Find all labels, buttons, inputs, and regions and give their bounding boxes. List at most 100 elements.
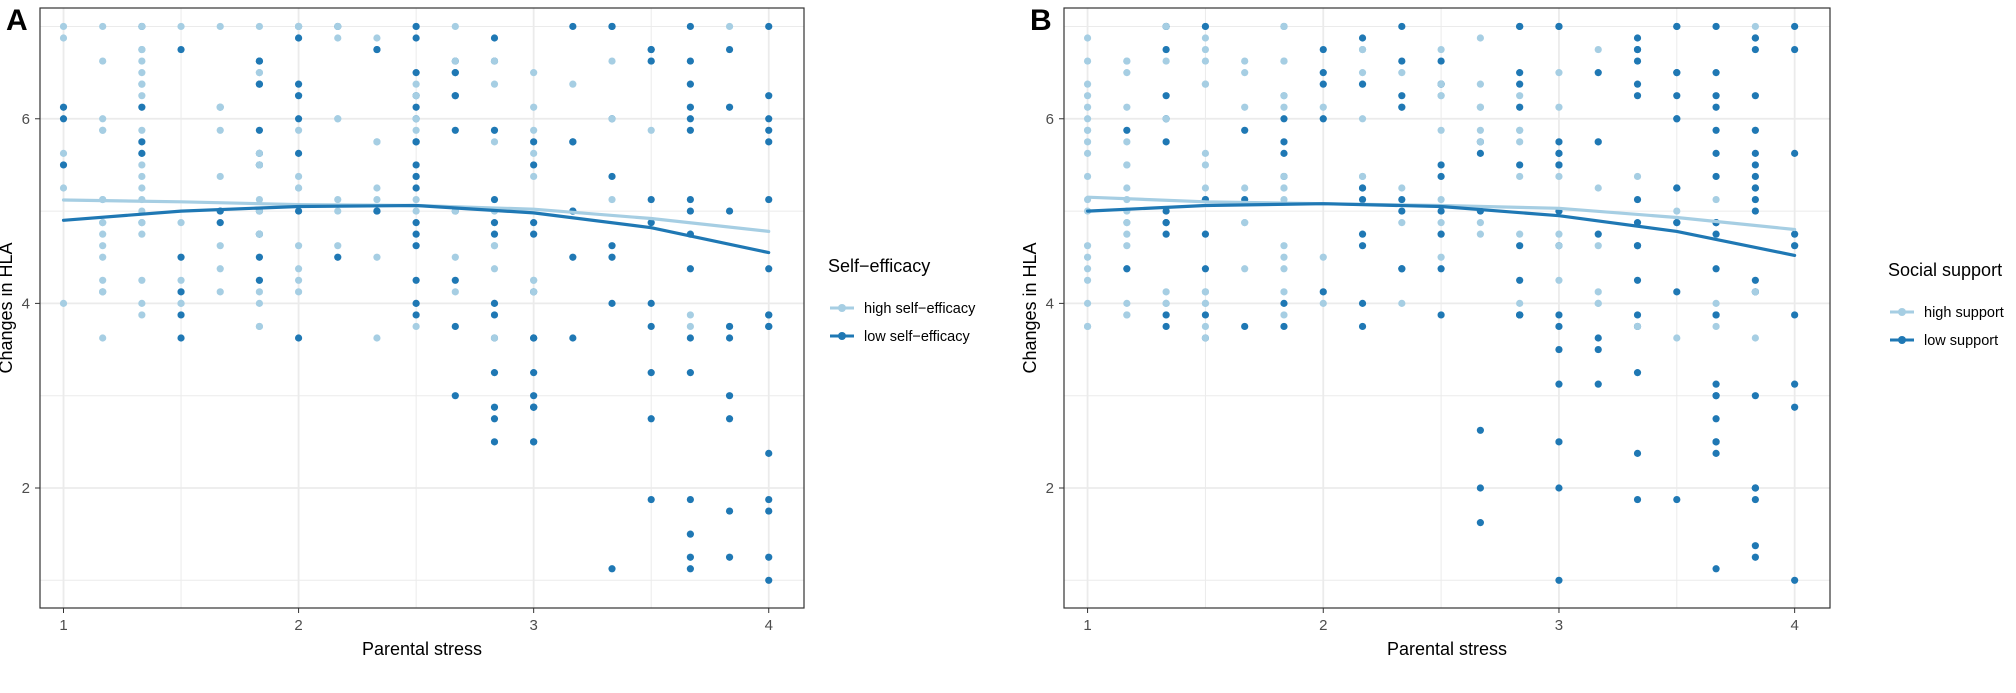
point-high	[138, 45, 146, 54]
legend: Self−efficacy high self−efficacy low self−…	[828, 256, 976, 345]
point-low	[1476, 484, 1484, 492]
point-low	[1751, 172, 1759, 181]
legend-key-point	[1898, 336, 1906, 344]
point-low	[1673, 69, 1681, 77]
x-tick-label: 4	[765, 617, 773, 634]
point-high	[1398, 69, 1406, 77]
y-tick-label: 6	[22, 111, 30, 128]
point-low	[765, 553, 773, 561]
point-high	[1358, 69, 1367, 77]
point-low	[530, 392, 538, 400]
point-high	[138, 57, 146, 65]
point-low	[647, 369, 655, 377]
point-low	[530, 219, 538, 227]
point-low	[59, 115, 68, 123]
point-high	[1319, 103, 1327, 111]
point-low	[569, 138, 577, 146]
point-low	[1358, 34, 1367, 42]
point-high	[99, 57, 107, 65]
point-low	[1476, 426, 1484, 434]
point-low	[412, 172, 420, 181]
point-high	[1241, 219, 1249, 227]
point-high	[1319, 299, 1327, 307]
point-high	[1476, 138, 1484, 146]
point-low	[216, 219, 224, 227]
legend: Social support high support low support	[1888, 260, 2004, 349]
point-low	[725, 553, 734, 561]
point-high	[99, 334, 107, 342]
point-high	[1594, 299, 1602, 307]
point-low	[1712, 449, 1720, 457]
point-low	[1516, 161, 1524, 169]
point-low	[1162, 92, 1170, 100]
point-low	[1437, 207, 1445, 215]
point-low	[1673, 219, 1681, 227]
point-low	[1712, 172, 1720, 181]
point-low	[725, 322, 734, 331]
point-low	[451, 392, 459, 400]
point-high	[1083, 276, 1092, 284]
point-high	[1280, 103, 1288, 111]
point-low	[1594, 230, 1602, 238]
point-high	[1201, 149, 1210, 157]
point-low	[765, 92, 773, 100]
point-low	[1555, 149, 1563, 157]
point-low	[1555, 576, 1563, 584]
y-axis-title: Changes in HLA	[1020, 242, 1040, 373]
point-high	[1555, 242, 1563, 250]
point-low	[1280, 138, 1288, 146]
point-low	[412, 311, 420, 319]
point-low	[1201, 230, 1210, 238]
point-low	[1633, 195, 1642, 204]
point-high	[490, 138, 499, 146]
point-high	[1162, 115, 1170, 123]
point-low	[1555, 345, 1563, 354]
point-low	[1673, 115, 1681, 123]
point-low	[490, 311, 499, 319]
point-low	[765, 265, 773, 273]
point-low	[412, 22, 420, 31]
point-high	[1516, 172, 1524, 181]
point-low	[1712, 565, 1720, 573]
panel-border	[1063, 7, 1831, 609]
point-low	[686, 57, 694, 65]
grid	[40, 8, 804, 608]
point-high	[1201, 45, 1210, 54]
point-high	[530, 149, 538, 157]
point-low	[412, 184, 420, 192]
y-tick-label: 4	[1046, 295, 1054, 312]
point-low	[1437, 311, 1445, 319]
point-high	[373, 34, 381, 42]
point-low	[530, 161, 538, 169]
point-low	[765, 126, 773, 134]
point-low	[725, 207, 734, 215]
point-high	[294, 288, 303, 296]
point-high	[725, 22, 734, 31]
point-high	[99, 253, 107, 261]
point-low	[1673, 184, 1681, 192]
point-high	[1123, 138, 1131, 146]
point-high	[373, 195, 381, 204]
point-high	[530, 276, 538, 284]
point-low	[373, 45, 381, 54]
point-low	[1751, 392, 1759, 400]
point-low	[1594, 380, 1602, 388]
point-low	[490, 126, 499, 134]
point-low	[412, 69, 420, 77]
point-low	[647, 322, 655, 331]
point-low	[1673, 495, 1681, 504]
point-low	[1751, 207, 1759, 215]
point-high	[412, 80, 420, 88]
point-low	[765, 138, 773, 146]
point-high	[608, 195, 616, 204]
point-low	[647, 45, 655, 54]
point-low	[1516, 22, 1524, 31]
point-low	[1791, 311, 1799, 319]
point-high	[99, 242, 107, 250]
point-low	[1633, 449, 1642, 457]
point-high	[1201, 161, 1210, 169]
point-high	[1123, 230, 1131, 238]
y-tick-label: 4	[22, 295, 30, 312]
point-high	[1751, 288, 1759, 296]
